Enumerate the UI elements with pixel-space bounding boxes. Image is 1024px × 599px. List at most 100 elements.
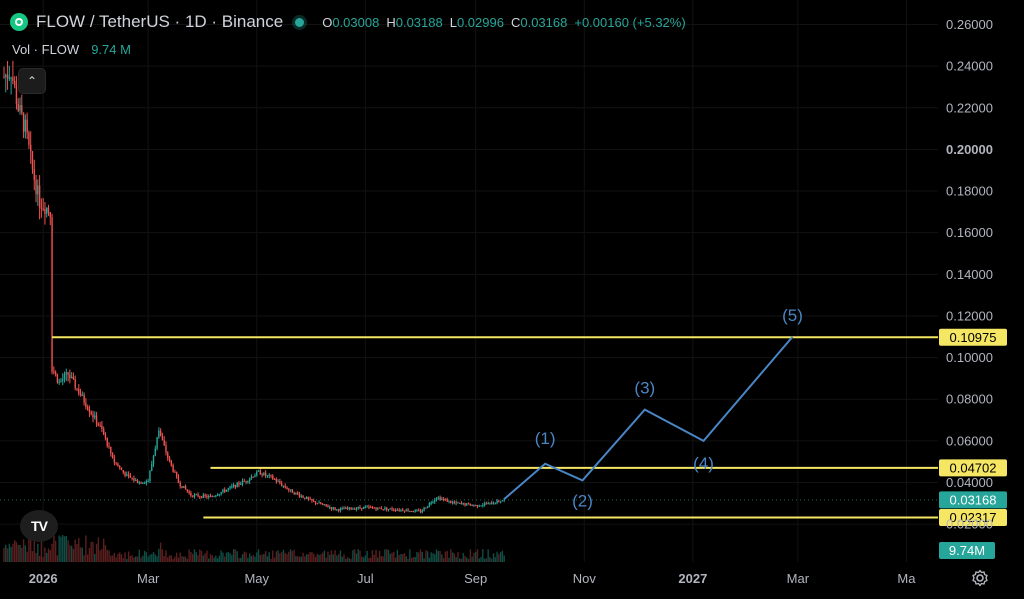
volume-bar	[277, 550, 279, 562]
candle-body	[143, 482, 146, 484]
candle-body	[72, 376, 75, 379]
candle-body	[119, 465, 121, 468]
volume-bar	[350, 558, 352, 562]
gear-icon[interactable]	[970, 568, 990, 588]
volume-bar	[136, 556, 139, 562]
candle-body	[46, 207, 48, 214]
volume-bar	[216, 558, 219, 562]
volume-bar	[44, 547, 46, 562]
volume-bar	[291, 551, 294, 562]
candle-body	[418, 510, 420, 512]
candle-body	[95, 415, 98, 424]
price-tick-label: 0.04000	[946, 475, 993, 490]
volume-bar	[393, 551, 395, 562]
candle-body	[394, 509, 397, 511]
volume-bar	[476, 549, 479, 562]
volume-bar	[273, 557, 276, 562]
candle-body	[348, 507, 351, 509]
volume-bar	[499, 551, 502, 562]
candle-body	[432, 501, 434, 503]
price-axis[interactable]: 0.26000 0.24000 0.22000 0.20000 0.18000 0.160…	[946, 17, 993, 532]
wave-line[interactable]	[503, 336, 794, 500]
elliott-wave-path[interactable]: (1) (2) (3) (4) (5)	[503, 306, 803, 511]
candle-body	[252, 476, 254, 478]
volume-bar	[325, 557, 327, 562]
candle-body	[473, 505, 475, 507]
symbol-title[interactable]: FLOW / TetherUS · 1D · Binance	[36, 12, 284, 31]
candle-body	[151, 463, 153, 471]
candle-body	[498, 500, 500, 502]
volume-bar	[88, 547, 91, 562]
candle-body	[88, 409, 91, 413]
volume-bar	[387, 549, 390, 562]
tradingview-logo[interactable]: TV	[20, 510, 58, 542]
volume-bar	[186, 558, 189, 562]
volume-bar	[106, 549, 108, 562]
volume-bar	[86, 554, 89, 562]
volume-bar	[337, 554, 340, 562]
volume-bar	[17, 544, 19, 562]
candle-body	[366, 506, 368, 508]
candle-body	[149, 470, 151, 481]
volume-value: 9.74 M	[91, 42, 131, 57]
volume-bar	[329, 554, 331, 562]
horizontal-levels[interactable]: 0.10975 0.04702 0.02317 0.03168 9.74M	[0, 328, 1007, 559]
candle-body	[426, 506, 429, 508]
volume-bar	[353, 549, 356, 562]
volume-bar	[492, 553, 495, 562]
time-tick-label: Mar	[137, 571, 160, 586]
volume-bar	[289, 549, 292, 562]
chevron-up-icon[interactable]: ⌃	[18, 68, 46, 94]
volume-bar	[6, 548, 9, 562]
candle-body	[99, 425, 101, 427]
candle-body	[6, 74, 9, 79]
volume-bar	[188, 549, 190, 562]
volume-bar	[72, 548, 75, 562]
candle-body	[90, 412, 92, 415]
candle-body	[3, 76, 5, 78]
candle-body	[213, 496, 215, 498]
candle-body	[325, 504, 327, 506]
volume-bar	[494, 557, 496, 562]
volume-bar	[391, 552, 393, 562]
volume-bar	[232, 549, 235, 562]
volume-bar	[480, 557, 482, 562]
volume-bar	[8, 543, 11, 562]
close-value: 0.03168	[520, 14, 568, 30]
price-tick-label: 0.10000	[946, 350, 993, 365]
volume-bar	[70, 545, 73, 562]
volume-bar	[202, 555, 205, 562]
volume-bar	[264, 551, 267, 562]
candle-body	[450, 500, 452, 503]
candle-body	[416, 510, 418, 512]
volume-bar	[389, 553, 391, 562]
volume-bar	[138, 549, 140, 562]
volume-bar	[332, 554, 334, 562]
volume-bar	[154, 554, 156, 562]
volume-bar	[478, 558, 480, 562]
volume-bar	[282, 549, 285, 562]
volume-label: Vol · FLOW	[12, 42, 80, 57]
wave-label: (2)	[572, 491, 593, 510]
volume-bar	[423, 558, 425, 562]
candle-body	[206, 495, 208, 498]
volume-bar	[400, 553, 402, 562]
candle-body	[386, 507, 388, 510]
volume-bar	[398, 554, 400, 562]
candle-body	[69, 374, 71, 379]
time-axis[interactable]: 2026 Mar May Jul Sep Nov 2027 Mar Ma	[29, 571, 917, 586]
candle-body	[334, 507, 336, 510]
volume-bar	[22, 539, 25, 562]
candle-body	[475, 504, 477, 506]
candle-body	[37, 185, 39, 195]
candle-body	[455, 502, 457, 504]
volume-bar	[108, 550, 110, 562]
volume-bar	[120, 554, 123, 562]
volume-bar	[416, 551, 418, 562]
volume-bar	[78, 537, 80, 562]
candle-body	[76, 388, 78, 390]
grid-lines	[0, 0, 938, 562]
volume-bar	[330, 550, 333, 562]
volume-bar	[419, 549, 422, 562]
